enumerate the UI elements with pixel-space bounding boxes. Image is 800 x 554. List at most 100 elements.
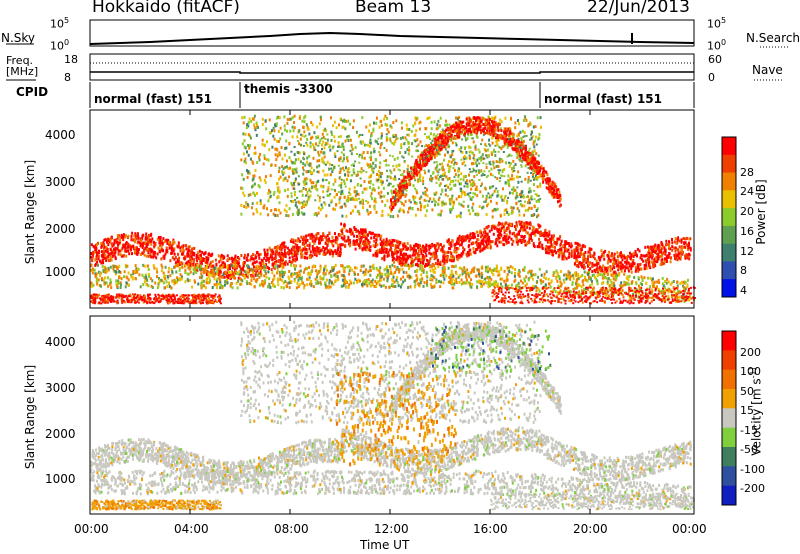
range-cell [109,296,112,299]
range-cell [505,233,508,237]
range-cell [142,250,145,254]
range-cell [363,246,366,250]
range-cell [340,273,343,277]
range-cell [291,238,294,242]
range-cell [593,273,595,277]
range-cell [172,249,175,253]
range-cell [160,298,163,300]
range-cell [663,247,666,251]
range-cell [199,302,202,305]
range-cell [255,255,258,259]
range-cell [686,297,689,300]
range-cell [122,235,125,238]
range-cell [650,296,653,299]
range-cell [538,224,540,228]
range-cell [292,253,294,257]
range-cell [684,256,687,260]
range-cell [502,225,505,229]
range-cell [379,279,382,282]
range-cell [255,266,258,270]
range-cell [370,232,373,236]
range-cell [476,280,479,284]
range-cell [153,298,156,301]
range-cell [559,289,562,293]
range-cell [591,282,594,286]
range-cell [112,243,115,247]
range-cell [616,289,619,293]
range-cell [369,245,372,249]
range-cell [568,289,571,293]
range-cell [626,257,629,261]
range-cell [183,294,186,297]
range-cell [319,241,321,245]
range-cell [395,268,398,272]
range-cell [218,298,221,301]
range-cell [184,299,187,302]
range-cell [328,278,331,282]
range-cell [538,241,541,245]
range-cell [203,268,206,272]
range-cell [99,297,102,300]
range-cell [624,299,627,302]
range-cell [539,298,542,301]
range-cell [137,235,140,239]
range-cell [490,277,493,281]
range-cell [341,243,344,247]
range-cell [413,248,416,252]
range-cell [353,272,356,276]
range-cell [308,256,311,259]
range-cell [668,246,670,250]
range-cell [514,290,517,293]
range-cell [531,299,534,302]
range-cell [515,290,518,293]
range-cell [181,301,184,304]
range-cell [283,248,286,252]
range-cell [497,288,500,291]
range-cell [202,279,205,283]
range-cell [127,234,130,238]
range-cell [570,252,573,256]
range-cell [426,258,428,262]
range-cell [676,286,679,290]
range-cell [405,252,408,256]
range-cell [279,277,282,281]
range-cell [279,263,282,267]
range-cell [334,279,337,283]
range-cell [530,237,533,241]
range-cell [128,295,131,298]
range-cell [135,237,137,241]
range-cell [147,236,150,240]
range-cell [178,256,181,260]
range-cell [621,288,624,292]
range-cell [143,264,146,268]
range-cell [143,275,146,279]
range-cell [388,239,391,243]
range-cell [559,248,562,252]
range-cell [220,264,223,268]
range-cell [325,238,328,242]
range-cell [200,297,203,300]
range-cell [203,259,206,263]
range-cell [596,265,599,269]
range-cell [552,238,555,242]
range-cell [181,245,183,249]
range-cell [228,264,231,268]
range-cell [540,273,543,277]
range-cell [452,259,455,263]
range-cell [460,282,463,286]
range-cell [143,253,146,257]
range-cell [263,274,266,278]
range-cell [231,272,233,276]
range-cell [468,253,470,257]
range-cell [148,233,150,237]
range-cell [640,299,643,302]
range-cell [301,237,304,241]
range-cell [541,301,544,304]
range-cell [348,242,350,246]
range-cell [640,253,643,257]
range-cell [395,258,398,262]
nave-label: Nave [752,63,783,77]
power-ytick-1000: 1000 [45,265,76,279]
range-cell [297,278,300,282]
range-cell [196,263,199,267]
